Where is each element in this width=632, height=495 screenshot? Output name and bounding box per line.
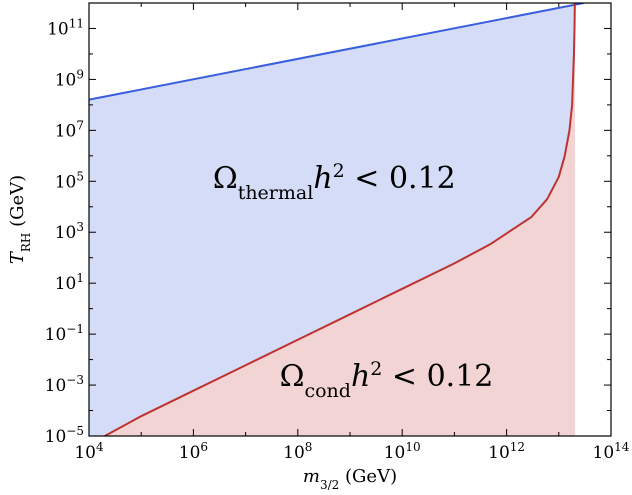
y-tick-label: 103 xyxy=(55,220,84,243)
y-tick-label: 107 xyxy=(55,118,84,141)
annotation-cond: Ωcondh2 < 0.12 xyxy=(280,358,494,402)
x-tick-label: 1010 xyxy=(384,440,421,463)
annotation-thermal: Ωthermalh2 < 0.12 xyxy=(213,160,456,204)
thermal-bound-line xyxy=(89,3,584,101)
condensate-bound-line xyxy=(103,3,576,436)
y-tick-label: 109 xyxy=(55,67,84,90)
condensate-region-fill xyxy=(89,3,576,436)
x-axis-label: m3/2 (GeV) xyxy=(303,466,397,492)
thermal-region-fill xyxy=(89,3,584,436)
x-tick-label: 1014 xyxy=(593,440,630,463)
y-tick-label: 10−1 xyxy=(45,322,84,345)
y-tick-label: 10−3 xyxy=(45,373,84,396)
x-tick-label: 108 xyxy=(283,440,312,463)
x-tick-label: 104 xyxy=(74,440,104,463)
x-tick-label: 106 xyxy=(179,440,208,463)
y-tick-label: 101 xyxy=(55,271,84,294)
y-tick-label: 1011 xyxy=(47,16,84,39)
y-tick-label: 10−5 xyxy=(45,424,84,447)
y-axis-label: TRH (GeV) xyxy=(7,175,33,264)
y-tick-label: 105 xyxy=(55,169,84,192)
x-tick-label: 1012 xyxy=(488,440,525,463)
